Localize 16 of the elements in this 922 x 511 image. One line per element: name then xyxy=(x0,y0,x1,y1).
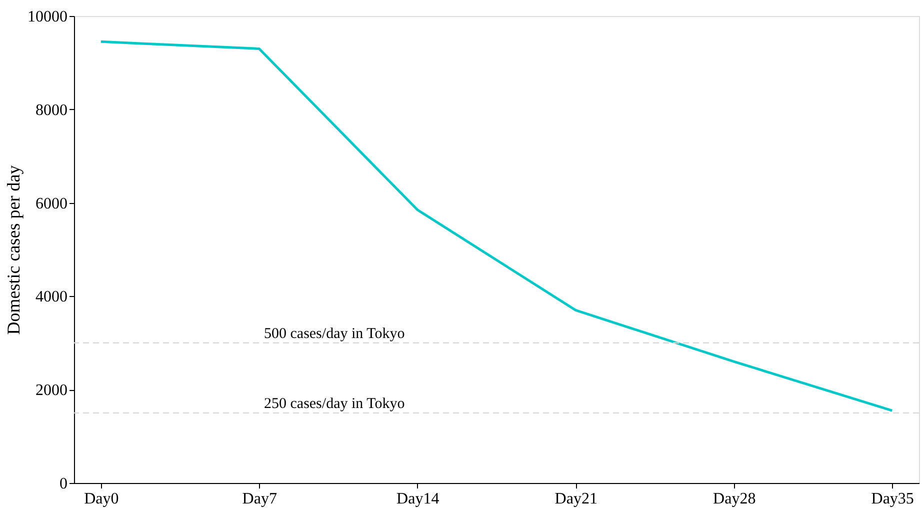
x-tick-label: Day7 xyxy=(242,490,277,508)
y-tick-label: 2000 xyxy=(36,382,68,400)
y-tick-label: 10000 xyxy=(28,8,68,26)
x-tick-label: Day0 xyxy=(84,490,119,508)
y-tick-label: 6000 xyxy=(36,195,68,212)
line-series xyxy=(100,40,894,412)
ref-line-label: 250 cases/day in Tokyo xyxy=(264,396,405,412)
y-tick-label: 0 xyxy=(60,476,68,492)
x-tick-label: Day28 xyxy=(713,490,756,508)
y-tick-label: 4000 xyxy=(36,288,68,306)
y-axis-title: Domestic cases per day xyxy=(4,165,24,335)
x-tick-label: Day35 xyxy=(871,490,914,508)
y-tick-label: 8000 xyxy=(36,102,68,119)
x-tick-label: Day21 xyxy=(554,490,598,508)
ref-line-label: 500 cases/day in Tokyo xyxy=(264,326,405,342)
x-tick-label: Day14 xyxy=(396,490,440,508)
